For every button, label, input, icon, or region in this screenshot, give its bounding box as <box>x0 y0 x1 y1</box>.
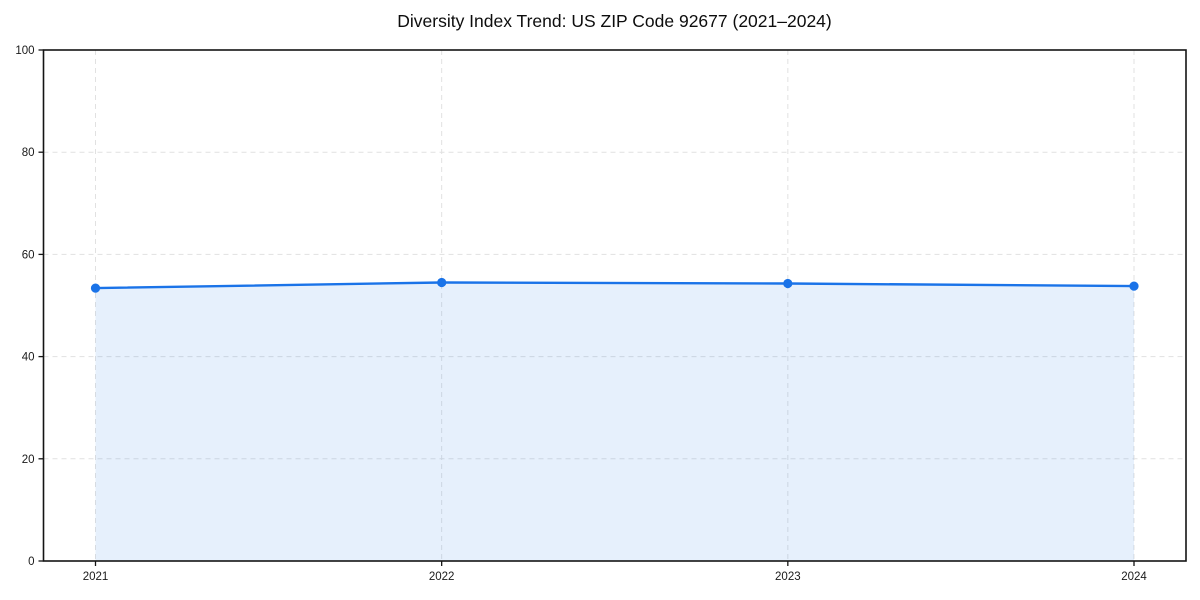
chart-title: Diversity Index Trend: US ZIP Code 92677… <box>397 11 832 31</box>
x-tick-label: 2023 <box>775 571 801 583</box>
data-point-2024 <box>1129 281 1139 291</box>
plot-border <box>42 49 1187 562</box>
y-tick-label: 40 <box>22 352 35 364</box>
x-tick-label: 2021 <box>83 571 109 583</box>
y-tick-label: 80 <box>22 147 35 159</box>
area-fill <box>95 282 1134 561</box>
trend-line <box>94 281 1136 290</box>
data-point-2021 <box>90 283 101 293</box>
y-tick-label: 60 <box>22 249 35 261</box>
x-tick-label: 2022 <box>429 571 455 583</box>
data-point-2022 <box>437 277 447 288</box>
y-tick-label: 100 <box>15 45 34 57</box>
data-point-2023 <box>783 278 793 289</box>
y-tick-label: 20 <box>22 454 35 466</box>
x-tick-label: 2024 <box>1121 571 1147 583</box>
y-tick-label: 0 <box>28 556 34 568</box>
